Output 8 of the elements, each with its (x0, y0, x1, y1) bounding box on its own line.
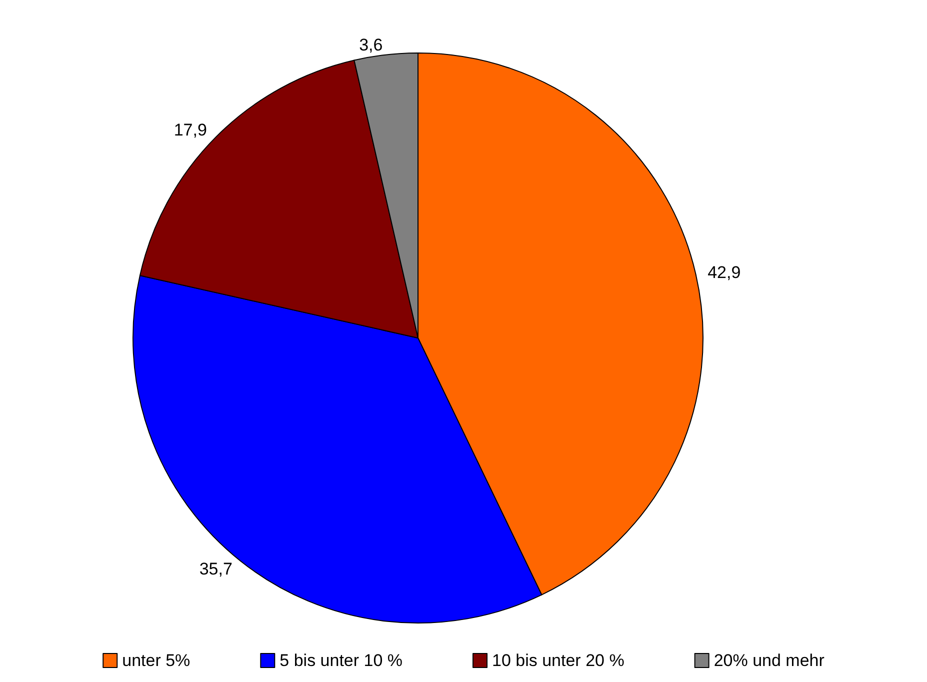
data-label: 17,9 (174, 120, 207, 140)
data-label: 35,7 (199, 559, 232, 578)
data-label: 3,6 (359, 35, 383, 54)
legend-label: 5 bis unter 10 % (280, 651, 403, 670)
legend-label: 10 bis unter 20 % (492, 651, 624, 670)
legend-label: 20% und mehr (714, 651, 825, 670)
legend-label: unter 5% (122, 651, 190, 670)
data-label: 42,9 (708, 262, 741, 282)
